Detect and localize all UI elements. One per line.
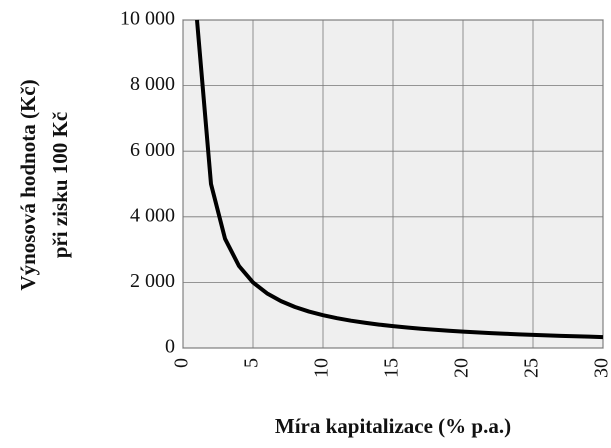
y-tick-label: 2 000 (130, 270, 175, 292)
y-axis-label: při zisku 100 Kč (48, 112, 72, 258)
x-tick-label: 30 (591, 358, 611, 378)
line-series (195, 19, 604, 340)
y-tick-label: 6 000 (130, 139, 175, 161)
x-tick-label: 15 (381, 358, 403, 378)
y-tick-label: 0 (165, 336, 175, 358)
x-tick-label: 0 (171, 358, 193, 368)
y-axis-label: Výnosová hodnota (Kč) (16, 79, 40, 290)
x-tick-label: 20 (451, 358, 473, 378)
x-tick-label: 25 (521, 358, 543, 378)
x-tick-label: 5 (241, 358, 263, 368)
y-tick-label: 8 000 (130, 73, 175, 95)
y-tick-label: 4 000 (130, 204, 175, 226)
x-axis-label: Míra kapitalizace (% p.a.) (275, 414, 511, 438)
y-tick-label: 10 000 (120, 8, 175, 30)
x-tick-label: 10 (311, 358, 333, 378)
